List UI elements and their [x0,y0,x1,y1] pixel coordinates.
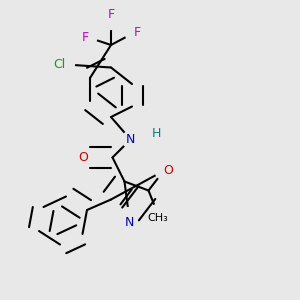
Circle shape [103,13,119,29]
Circle shape [125,25,142,41]
Text: CH₃: CH₃ [147,213,168,223]
Circle shape [58,56,74,73]
Text: F: F [107,8,115,21]
Circle shape [80,149,97,166]
Circle shape [155,163,172,179]
Circle shape [80,29,97,46]
Text: N: N [124,216,134,229]
Circle shape [149,205,166,221]
Text: O: O [79,151,88,164]
Text: F: F [81,31,88,44]
Circle shape [143,125,160,142]
Text: F: F [134,26,141,40]
Text: O: O [164,164,173,178]
Circle shape [121,208,137,224]
Text: H: H [152,127,161,140]
Text: N: N [126,133,135,146]
Text: Cl: Cl [54,58,66,71]
Circle shape [122,131,139,148]
